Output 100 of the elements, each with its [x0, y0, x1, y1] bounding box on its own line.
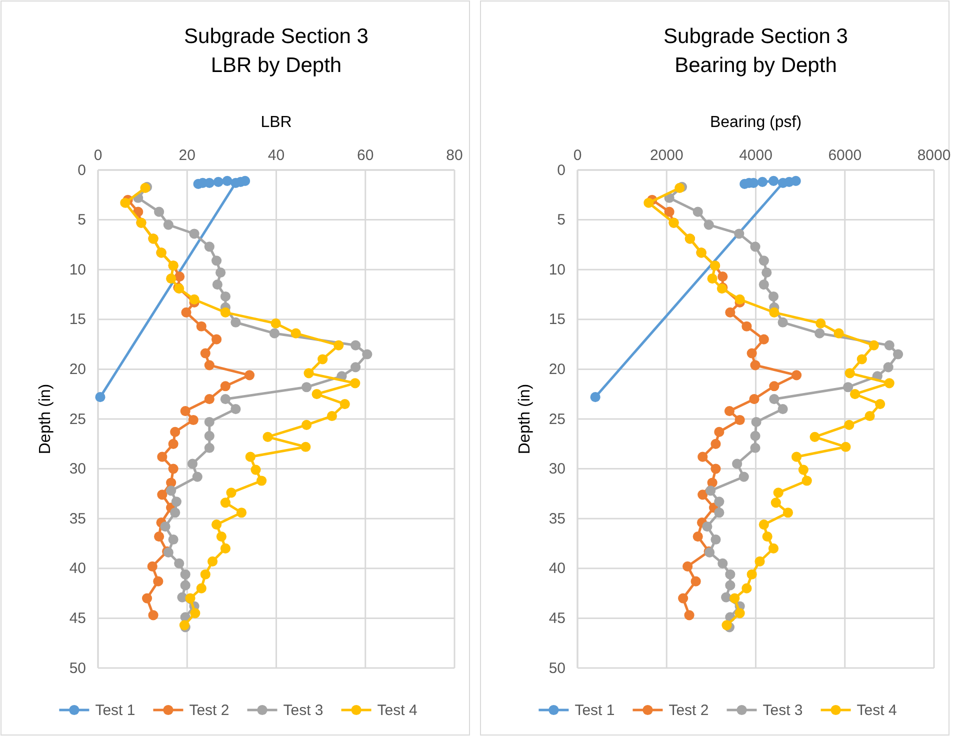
point: [674, 182, 685, 193]
legend-label: Test 2: [668, 702, 709, 719]
point: [204, 360, 214, 370]
point: [750, 430, 760, 441]
point: [240, 176, 250, 186]
point: [750, 360, 760, 370]
point: [163, 220, 174, 230]
point: [773, 488, 784, 498]
chart-title: Subgrade Section 3: [184, 25, 368, 48]
point: [758, 334, 769, 344]
point: [142, 593, 152, 604]
point: [180, 569, 190, 580]
point: [245, 452, 256, 462]
point: [734, 228, 744, 239]
point: [334, 340, 344, 350]
point: [302, 382, 312, 392]
point: [262, 432, 273, 442]
point: [304, 368, 314, 378]
point: [778, 317, 788, 328]
point: [188, 414, 198, 426]
point: [256, 476, 267, 486]
point: [230, 317, 241, 328]
point: [770, 498, 781, 508]
point: [220, 498, 230, 508]
point: [814, 328, 825, 338]
chart-subtitle: Bearing by Depth: [674, 54, 837, 77]
point: [154, 531, 164, 542]
point: [742, 583, 752, 594]
point: [840, 442, 851, 452]
y-tick-label: 15: [69, 311, 86, 328]
point: [742, 321, 752, 332]
point: [722, 620, 732, 630]
point: [362, 349, 372, 360]
y-tick-label: 40: [69, 560, 86, 578]
point: [190, 608, 200, 618]
point: [196, 321, 206, 332]
point: [684, 610, 694, 620]
y-tick-label: 0: [78, 162, 86, 179]
point: [326, 410, 337, 422]
point: [791, 370, 802, 380]
point: [721, 592, 732, 602]
point: [682, 561, 693, 572]
point: [220, 291, 230, 302]
point: [204, 394, 214, 404]
point: [147, 561, 158, 572]
point: [166, 274, 176, 284]
y-tick-label: 45: [69, 610, 86, 627]
point: [590, 392, 600, 402]
y-tick-label: 25: [69, 410, 86, 428]
x-tick-label: 6000: [828, 147, 862, 164]
y-tick-label: 50: [548, 660, 566, 677]
point: [724, 406, 735, 416]
point: [230, 178, 241, 188]
point: [730, 593, 740, 604]
point: [664, 206, 674, 217]
x-tick-label: 80: [446, 147, 463, 164]
y-tick-label: 15: [548, 311, 566, 328]
point: [196, 583, 206, 594]
point: [707, 274, 718, 284]
point: [154, 206, 164, 217]
point: [174, 272, 185, 282]
point: [269, 328, 280, 338]
point: [758, 256, 769, 266]
point: [192, 472, 202, 482]
point: [168, 438, 178, 449]
point: [892, 349, 904, 360]
point: [153, 576, 164, 586]
point: [166, 486, 176, 496]
point: [842, 382, 854, 392]
point: [769, 307, 780, 318]
y-tick-label: 40: [548, 560, 566, 578]
legend-label: Test 1: [574, 702, 615, 719]
point: [791, 452, 802, 462]
y-tick-label: 5: [557, 212, 566, 229]
point: [318, 354, 328, 364]
x-axis-title: Bearing (psf): [710, 114, 802, 131]
point: [185, 593, 196, 604]
point: [702, 522, 712, 532]
legend-label: Test 1: [95, 702, 136, 719]
point: [698, 490, 708, 500]
point: [312, 389, 322, 400]
y-tick-label: 20: [548, 361, 566, 378]
x-tick-label: 40: [268, 147, 285, 164]
point: [220, 307, 230, 318]
point: [207, 556, 218, 566]
x-tick-label: 20: [178, 147, 196, 164]
legend-label: Test 4: [377, 702, 418, 719]
point: [157, 490, 168, 500]
point: [189, 294, 200, 305]
point: [200, 348, 210, 358]
point: [750, 442, 760, 453]
point: [714, 508, 724, 518]
point: [714, 426, 724, 437]
chart-title: Subgrade Section 3: [664, 25, 848, 48]
point: [204, 242, 214, 252]
point: [200, 569, 210, 580]
x-tick-label: 0: [94, 147, 102, 164]
legend-label: Test 3: [762, 702, 803, 719]
point: [768, 176, 779, 186]
point: [749, 394, 760, 404]
